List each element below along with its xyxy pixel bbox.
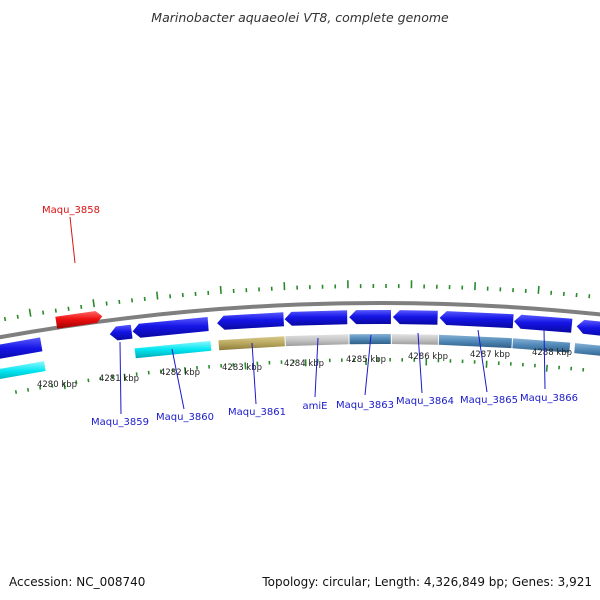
tick-mark	[28, 308, 32, 317]
gene-arrow[interactable]	[439, 311, 514, 329]
gene-label-maqu-3860[interactable]: Maqu_3860	[156, 412, 214, 423]
tick-mark	[80, 304, 83, 310]
tick-mark	[3, 316, 7, 322]
label-leader-line	[543, 328, 546, 390]
gene-label-maqu-3864[interactable]: Maqu_3864	[396, 396, 454, 407]
gene-label-maqu-3866[interactable]: Maqu_3866	[520, 393, 578, 404]
label-leader-line	[477, 329, 488, 393]
gene-label-maqu-3865[interactable]: Maqu_3865	[460, 395, 518, 406]
tick-mark	[92, 299, 95, 308]
tick-mark	[219, 285, 222, 294]
tick-mark	[123, 373, 127, 381]
accession-text: Accession: NC_008740	[9, 575, 145, 589]
gene-arrow[interactable]	[576, 319, 600, 338]
label-leader-line	[171, 348, 185, 410]
gene-arrow[interactable]	[132, 317, 209, 338]
tick-mark	[51, 384, 54, 388]
cds-class-block	[134, 340, 212, 359]
scale-label: 4280 kbp	[37, 380, 77, 390]
gene-arrow[interactable]	[284, 310, 348, 326]
tick-mark	[42, 310, 45, 315]
scale-label: 4283 kbp	[222, 363, 262, 373]
cds-class-block	[574, 343, 600, 356]
inner-tick-track	[14, 358, 585, 394]
tick-mark	[39, 385, 42, 390]
label-leader-line	[417, 332, 423, 394]
tick-mark	[537, 285, 540, 294]
tick-mark	[14, 390, 18, 394]
tick-mark	[26, 388, 30, 392]
gene-label-maqu-3859[interactable]: Maqu_3859	[91, 417, 149, 428]
scale-label: 4282 kbp	[160, 368, 200, 378]
tick-mark	[156, 291, 159, 300]
tick-mark	[183, 367, 187, 375]
gene-arrow-maqu-3858[interactable]	[55, 311, 103, 329]
label-leader-line	[314, 337, 319, 398]
gene-label-maqu-3863[interactable]: Maqu_3863	[336, 400, 394, 411]
cds-class-track	[0, 334, 600, 380]
tick-mark	[545, 364, 548, 372]
gene-arrow[interactable]	[217, 312, 284, 330]
label-leader-line	[251, 342, 257, 405]
scale-label: 4281 kbp	[99, 374, 139, 384]
scale-label: 4286 kbp	[408, 352, 448, 362]
scale-labels: 4280 kbp 4281 kbp 4282 kbp 4283 kbp 4284…	[37, 348, 572, 390]
gene-labels: Maqu_3858 Maqu_3859 Maqu_3860 Maqu_3861 …	[42, 205, 578, 428]
tick-mark	[54, 308, 57, 313]
forward-gene-track	[55, 311, 103, 329]
tick-mark	[75, 380, 78, 384]
cds-class-block	[0, 361, 46, 380]
cds-class-block	[391, 334, 439, 345]
gene-arrow[interactable]	[0, 337, 43, 361]
gene-arrow[interactable]	[349, 310, 391, 325]
gene-arrow[interactable]	[392, 310, 438, 325]
cds-class-block	[512, 338, 571, 353]
cds-class-block	[285, 334, 349, 347]
scale-label: 4284 kbp	[284, 359, 324, 369]
scale-label: 4285 kbp	[346, 355, 386, 365]
gene-label-maqu-3861[interactable]: Maqu_3861	[228, 407, 286, 418]
map-title: Marinobacter aquaeolei VT8, complete gen…	[151, 10, 449, 25]
topology-text: Topology: circular; Length: 4,326,849 bp…	[261, 575, 592, 589]
tick-mark	[16, 314, 19, 319]
reverse-gene-track	[0, 310, 600, 361]
gene-arrow[interactable]	[514, 314, 573, 333]
scale-label: 4288 kbp	[532, 348, 572, 358]
outer-tick-track	[3, 280, 591, 322]
label-leader-line	[69, 216, 76, 264]
tick-mark	[67, 306, 70, 311]
tick-mark	[105, 301, 108, 306]
gene-label-amie[interactable]: amiE	[303, 401, 328, 412]
tick-mark	[63, 382, 66, 390]
scale-label: 4287 kbp	[470, 350, 510, 360]
gene-arrow[interactable]	[109, 324, 133, 341]
label-leader-line	[119, 341, 122, 415]
cds-class-block	[438, 334, 512, 349]
gene-label-maqu-3858[interactable]: Maqu_3858	[42, 205, 100, 216]
label-leader-line	[364, 334, 372, 396]
